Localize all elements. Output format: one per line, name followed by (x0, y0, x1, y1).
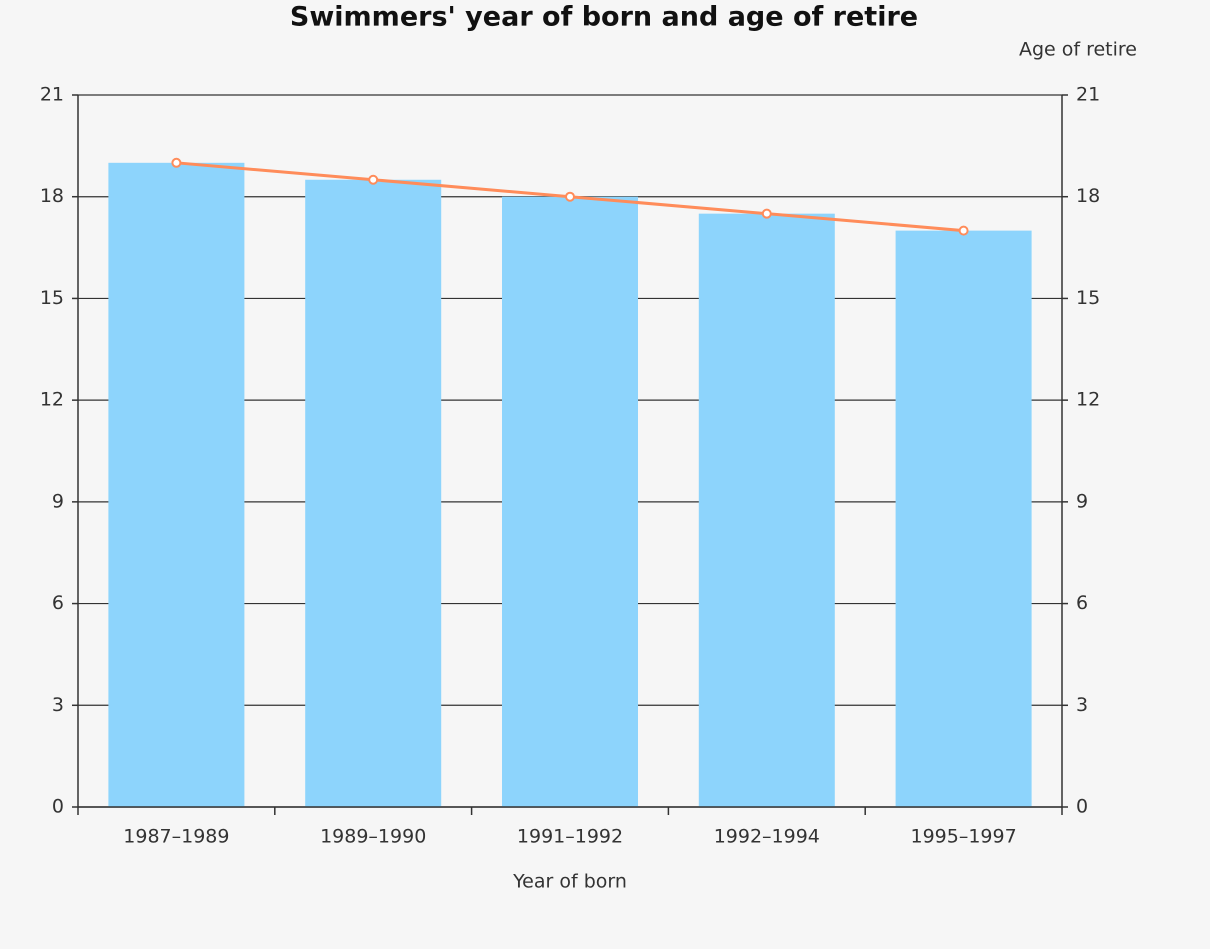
bar (305, 179, 442, 807)
x-axis-label: Year of born (512, 871, 627, 893)
y-tick-label: 0 (52, 796, 64, 818)
line-point (761, 208, 772, 219)
x-tick-label: 1992–1994 (714, 826, 820, 848)
y-tick-label: 21 (40, 84, 64, 106)
bar (502, 196, 638, 807)
y2-tick-label: 0 (1076, 796, 1088, 818)
x-tick-label: 1995–1997 (910, 826, 1016, 848)
bar (698, 213, 835, 807)
y-tick-label: 3 (52, 694, 64, 716)
line-point (368, 174, 379, 185)
chart-title: Swimmers' year of born and age of retire (290, 2, 918, 33)
y-tick-label: 9 (52, 490, 64, 512)
y2-axis-label: Age of retire (1019, 39, 1137, 61)
x-tick-label: 1991–1992 (517, 826, 623, 848)
y-tick-label: 6 (52, 592, 64, 614)
y2-tick-label: 21 (1076, 84, 1100, 106)
line-point (171, 157, 182, 168)
y2-tick-label: 15 (1076, 287, 1100, 309)
y2-tick-label: 9 (1076, 490, 1088, 512)
y-tick-label: 18 (40, 185, 64, 207)
y2-tick-label: 18 (1076, 185, 1100, 207)
x-tick-label: 1989–1990 (320, 826, 426, 848)
y2-tick-label: 12 (1076, 389, 1100, 411)
y-tick-label: 15 (40, 287, 64, 309)
line-point (565, 191, 575, 202)
line-point (958, 225, 969, 236)
x-tick-label: 1987–1989 (123, 826, 229, 848)
bar (895, 230, 1032, 808)
y-tick-label: 12 (40, 389, 64, 411)
y2-tick-label: 3 (1076, 694, 1088, 716)
bar (108, 162, 245, 808)
y2-tick-label: 6 (1076, 592, 1088, 614)
